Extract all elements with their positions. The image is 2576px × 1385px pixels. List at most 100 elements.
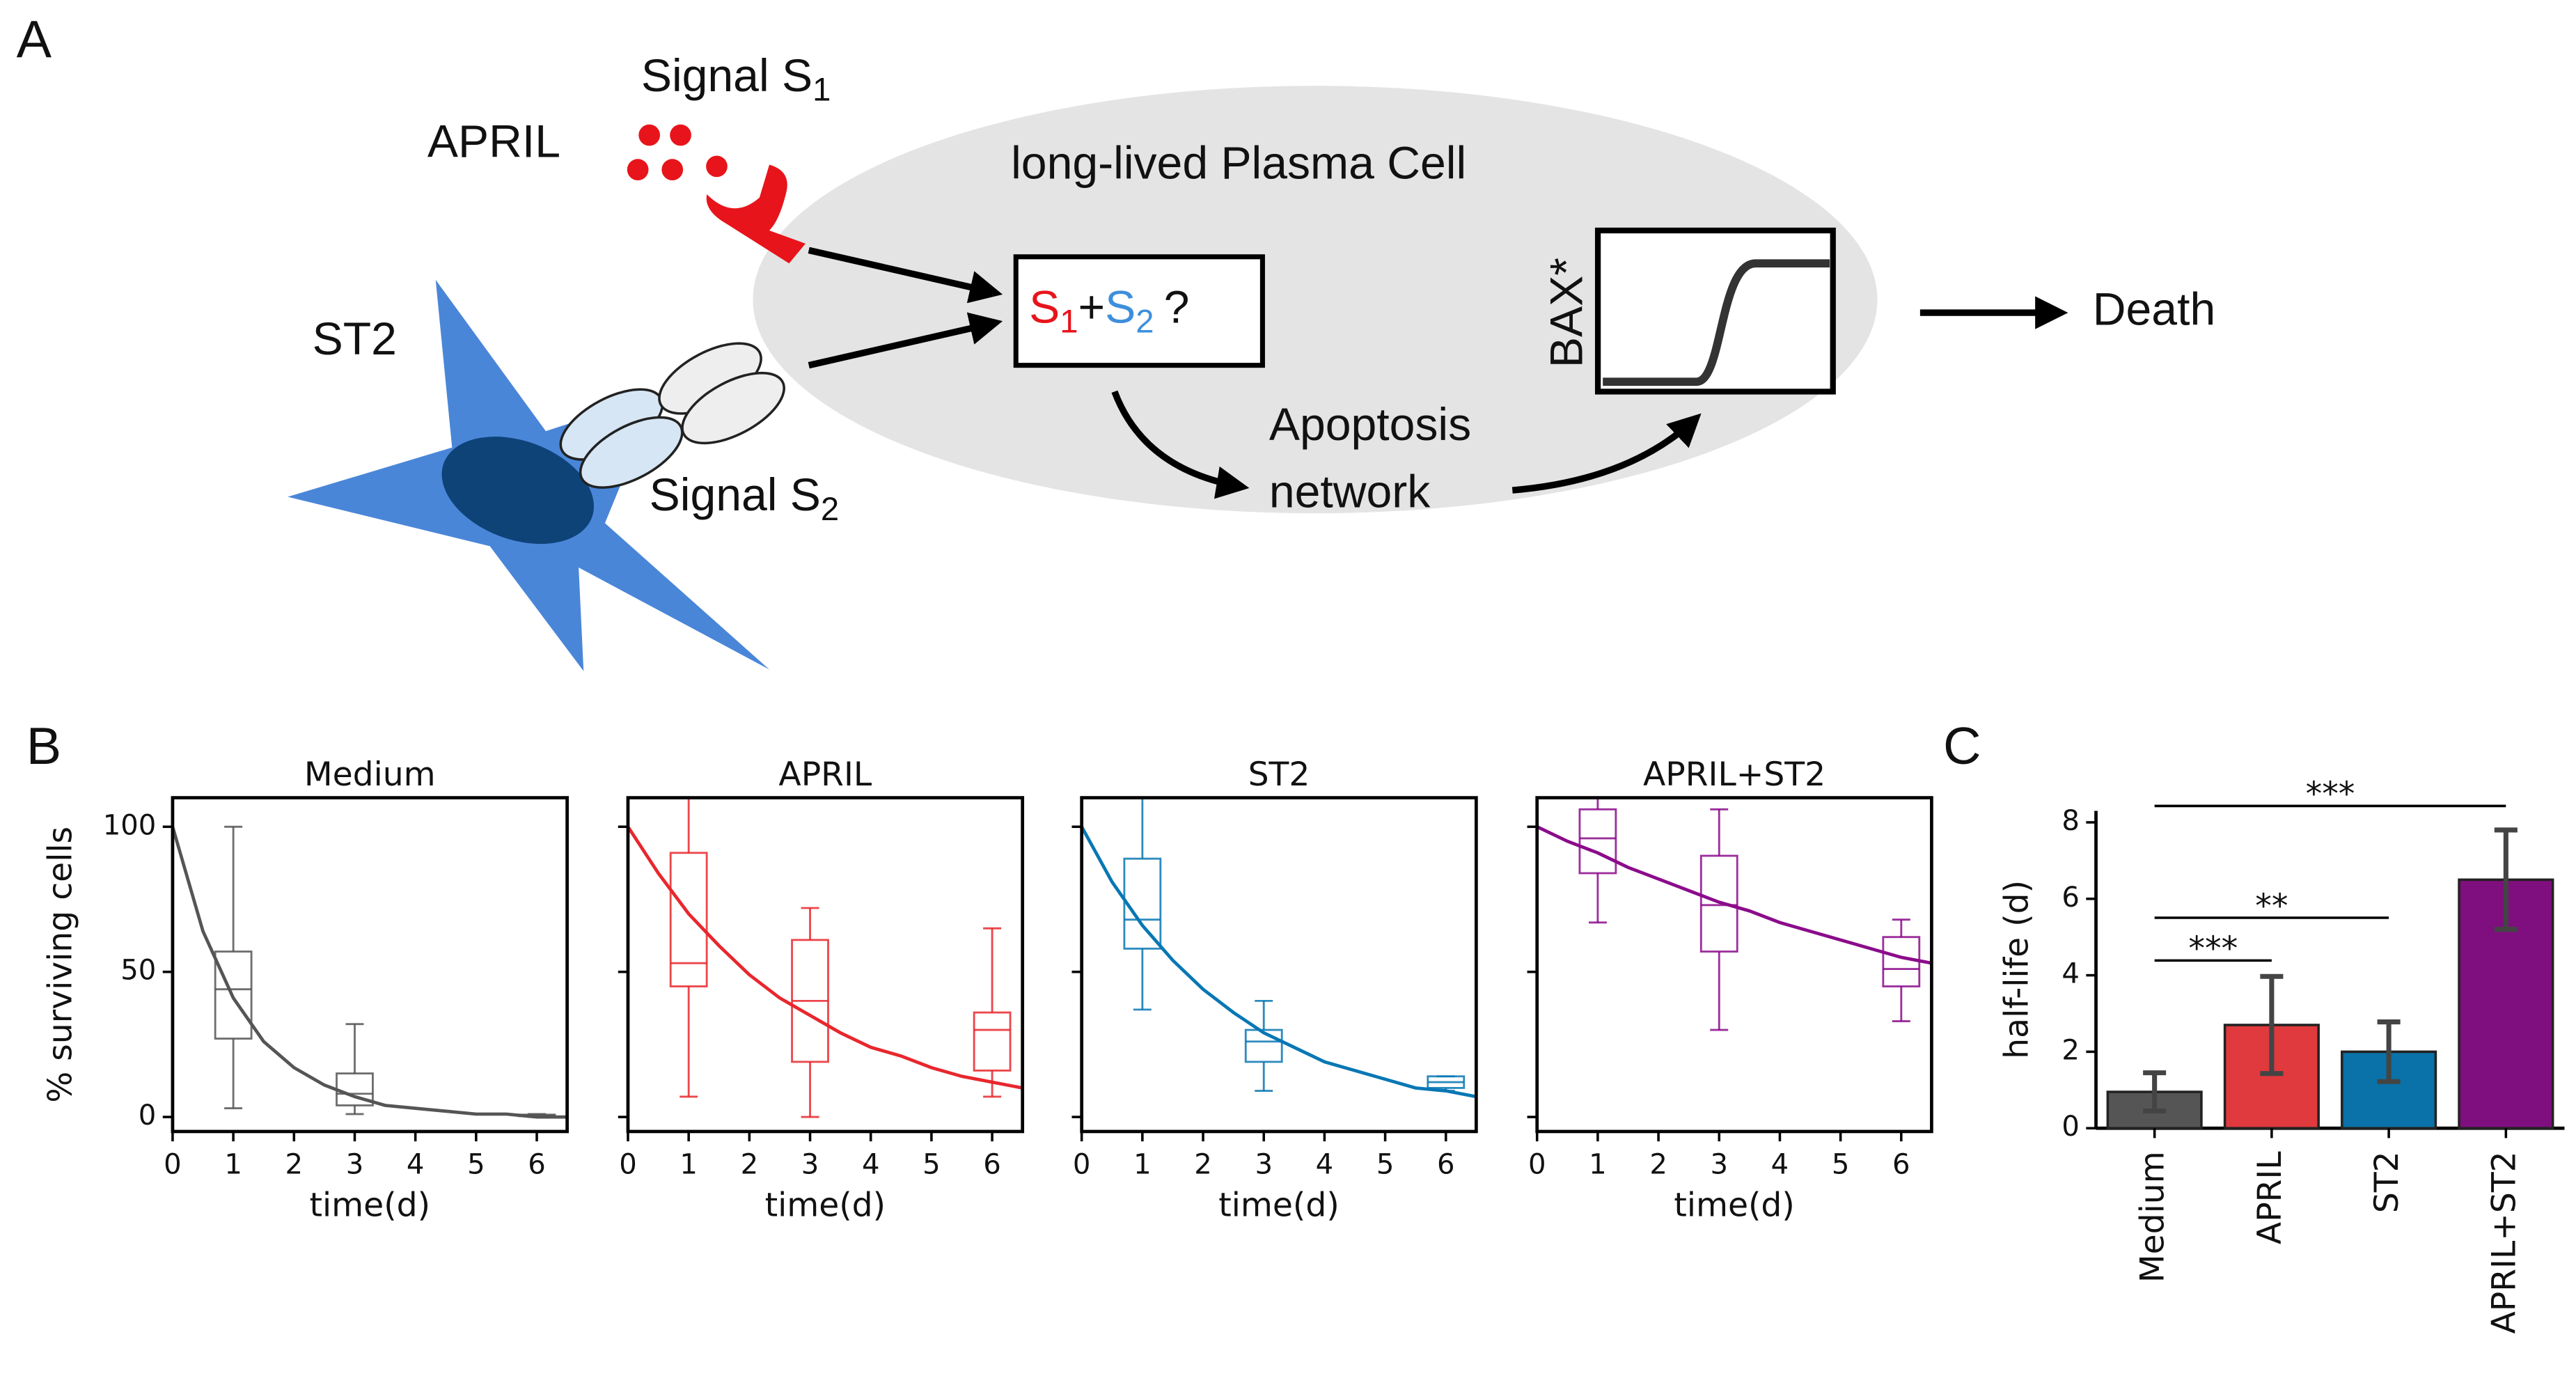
box [1244,1028,1283,1063]
bax-plot [1594,227,1836,395]
x-tick-label: 5 [1376,1149,1395,1181]
panel-title: Medium [304,756,436,794]
frame [171,796,569,1134]
panel-label: A [17,10,52,69]
y-tick-label: 100 [103,809,157,841]
x-tick-label: Medium [2134,1151,2172,1283]
signal-text: Signal S [641,50,812,102]
box [1699,854,1738,953]
x-tick-label: 3 [801,1149,819,1181]
y-tick-label: 2 [2061,1034,2080,1066]
y-axis-label: half-life (d) [1998,880,2036,1059]
x-tick-label: 2 [1649,1149,1667,1181]
box [669,852,708,987]
panel-title: ST2 [1248,756,1310,794]
x-tick-label: 6 [528,1149,546,1181]
x-axis-label: time(d) [765,1187,886,1225]
box [214,950,253,1040]
x-tick-label: 6 [1892,1149,1910,1181]
x-tick-label: 4 [407,1149,425,1181]
fit-line [172,826,567,1119]
x-tick-label: 0 [1528,1149,1546,1181]
nucleus [441,437,595,545]
box [1578,808,1617,875]
frame [626,796,1025,1134]
x-tick-label: ST2 [2368,1151,2406,1213]
x-tick-label: 1 [1589,1149,1607,1181]
y-tick-label: 0 [2061,1111,2080,1143]
subscript: 2 [1136,304,1154,341]
x-tick-label: 4 [862,1149,880,1181]
arrow [1511,413,1702,494]
x-tick-label: 1 [1133,1149,1152,1181]
x-tick-label: 0 [164,1149,182,1181]
signal-label: Signal S1 [641,50,831,109]
subscript: 1 [812,72,831,109]
box [1882,936,1921,987]
x-axis-label: time(d) [310,1187,431,1225]
box [1123,857,1162,950]
x-tick-label: 6 [1437,1149,1455,1181]
x-tick-label: 1 [680,1149,698,1181]
subscript: 2 [821,491,839,528]
frame [1080,796,1478,1134]
panel-title: APRIL [778,756,872,794]
x-tick-label: APRIL+ST2 [2485,1151,2523,1333]
plot-area [1081,797,1477,1099]
st2-label: ST2 [313,313,397,365]
significance-label: ** [2255,887,2288,925]
x-axis-label: time(d) [1674,1187,1795,1225]
y-tick-label: 8 [2061,805,2080,837]
plus: + [1078,282,1105,334]
x-tick-label: 5 [1832,1149,1850,1181]
significance-label: *** [2306,775,2355,813]
question-mark: ? [1164,282,1190,334]
panel-label: C [1943,717,1981,776]
panel-label: B [26,717,61,776]
apoptosis-label: network [1269,467,1431,518]
bax-curve [1603,259,1830,386]
april-ligands [627,124,728,180]
x-tick-label: 1 [224,1149,242,1181]
subscript: 1 [1060,304,1078,341]
y-axis-label: % surviving cells [42,827,80,1103]
x-tick-label: 2 [741,1149,759,1181]
april-receptor [706,164,806,264]
x-tick-label: 0 [1073,1149,1091,1181]
x-tick-label: 3 [1711,1149,1729,1181]
arrow [1111,390,1250,499]
box [973,1011,1012,1072]
x-tick-label: 5 [922,1149,941,1181]
box [336,1072,374,1106]
death-label: Death [2093,284,2215,336]
st2-receptor [681,371,785,445]
bax-label: BAX* [1541,258,1592,368]
panel-title: APRIL+ST2 [1643,756,1825,794]
x-axis-label: time(d) [1218,1187,1340,1225]
apoptosis-label: Apoptosis [1269,399,1471,451]
fit-line [1537,825,1932,965]
x-tick-label: 3 [1255,1149,1273,1181]
y-tick-label: 0 [139,1100,157,1132]
y-tick-label: 4 [2061,958,2080,990]
signal-label: Signal S2 [650,469,840,528]
x-tick-label: 4 [1316,1149,1334,1181]
x-tick-label: 6 [983,1149,1001,1181]
significance-label: *** [2188,930,2238,968]
fit-line [627,826,1023,1090]
x-tick-label: 3 [346,1149,364,1181]
frame [1535,796,1933,1134]
s2: S [1105,282,1136,334]
plot-area [1537,797,1932,1031]
x-tick-label: 0 [619,1149,637,1181]
cell-label: long-lived Plasma Cell [1011,137,1466,189]
integration-box [1013,254,1265,368]
signal-text: Signal S [650,469,821,521]
question: S1+S2? [1029,282,1189,341]
cell-body [753,86,1878,514]
plot-area [172,825,567,1119]
arrow [808,312,1003,369]
y-tick-label: 6 [2061,882,2080,914]
april-label: APRIL [427,116,560,168]
